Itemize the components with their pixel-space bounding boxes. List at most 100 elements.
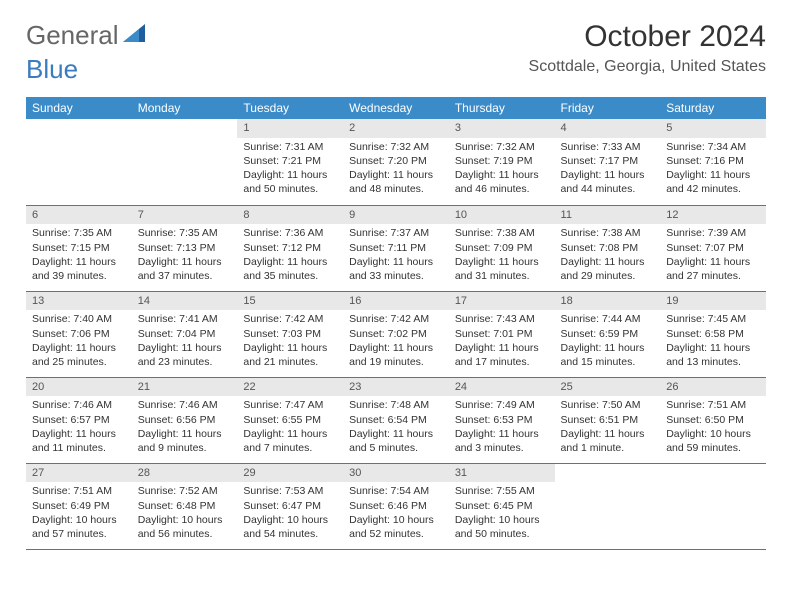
calendar-cell: 20Sunrise: 7:46 AMSunset: 6:57 PMDayligh… — [26, 377, 132, 463]
day-number: 2 — [343, 119, 449, 138]
day-number: 10 — [449, 206, 555, 225]
daylight-text: Daylight: 11 hours and 5 minutes. — [349, 427, 443, 455]
day-details: Sunrise: 7:51 AMSunset: 6:49 PMDaylight:… — [26, 482, 132, 545]
calendar-cell: 25Sunrise: 7:50 AMSunset: 6:51 PMDayligh… — [555, 377, 661, 463]
col-fri: Friday — [555, 97, 661, 119]
daylight-text: Daylight: 11 hours and 27 minutes. — [666, 255, 760, 283]
sunset-text: Sunset: 7:19 PM — [455, 154, 549, 168]
calendar-row: 20Sunrise: 7:46 AMSunset: 6:57 PMDayligh… — [26, 377, 766, 463]
daylight-text: Daylight: 11 hours and 3 minutes. — [455, 427, 549, 455]
calendar-cell: 10Sunrise: 7:38 AMSunset: 7:09 PMDayligh… — [449, 205, 555, 291]
calendar-table: Sunday Monday Tuesday Wednesday Thursday… — [26, 97, 766, 550]
day-details: Sunrise: 7:35 AMSunset: 7:13 PMDaylight:… — [132, 224, 238, 287]
daylight-text: Daylight: 11 hours and 48 minutes. — [349, 168, 443, 196]
sunrise-text: Sunrise: 7:55 AM — [455, 484, 549, 498]
daylight-text: Daylight: 11 hours and 23 minutes. — [138, 341, 232, 369]
day-details: Sunrise: 7:37 AMSunset: 7:11 PMDaylight:… — [343, 224, 449, 287]
calendar-cell: 29Sunrise: 7:53 AMSunset: 6:47 PMDayligh… — [237, 463, 343, 549]
sunrise-text: Sunrise: 7:31 AM — [243, 140, 337, 154]
calendar-cell: 6Sunrise: 7:35 AMSunset: 7:15 PMDaylight… — [26, 205, 132, 291]
logo-word1: General — [26, 20, 119, 51]
sunrise-text: Sunrise: 7:32 AM — [455, 140, 549, 154]
col-wed: Wednesday — [343, 97, 449, 119]
sunset-text: Sunset: 7:13 PM — [138, 241, 232, 255]
daylight-text: Daylight: 10 hours and 50 minutes. — [455, 513, 549, 541]
day-details: Sunrise: 7:44 AMSunset: 6:59 PMDaylight:… — [555, 310, 661, 373]
sunrise-text: Sunrise: 7:54 AM — [349, 484, 443, 498]
daylight-text: Daylight: 10 hours and 56 minutes. — [138, 513, 232, 541]
logo-triangle-icon — [123, 24, 145, 42]
calendar-cell: 22Sunrise: 7:47 AMSunset: 6:55 PMDayligh… — [237, 377, 343, 463]
sunset-text: Sunset: 6:53 PM — [455, 413, 549, 427]
day-number: 6 — [26, 206, 132, 225]
daylight-text: Daylight: 11 hours and 44 minutes. — [561, 168, 655, 196]
daylight-text: Daylight: 11 hours and 33 minutes. — [349, 255, 443, 283]
sunrise-text: Sunrise: 7:42 AM — [243, 312, 337, 326]
col-tue: Tuesday — [237, 97, 343, 119]
sunset-text: Sunset: 7:04 PM — [138, 327, 232, 341]
day-number: 20 — [26, 378, 132, 397]
sunrise-text: Sunrise: 7:37 AM — [349, 226, 443, 240]
sunset-text: Sunset: 6:51 PM — [561, 413, 655, 427]
day-details: Sunrise: 7:33 AMSunset: 7:17 PMDaylight:… — [555, 138, 661, 201]
col-sun: Sunday — [26, 97, 132, 119]
day-number: 30 — [343, 464, 449, 483]
day-details: Sunrise: 7:43 AMSunset: 7:01 PMDaylight:… — [449, 310, 555, 373]
calendar-cell: 19Sunrise: 7:45 AMSunset: 6:58 PMDayligh… — [660, 291, 766, 377]
sunset-text: Sunset: 7:16 PM — [666, 154, 760, 168]
day-number: 12 — [660, 206, 766, 225]
day-number: 9 — [343, 206, 449, 225]
day-details: Sunrise: 7:47 AMSunset: 6:55 PMDaylight:… — [237, 396, 343, 459]
calendar-cell: 21Sunrise: 7:46 AMSunset: 6:56 PMDayligh… — [132, 377, 238, 463]
calendar-cell: 16Sunrise: 7:42 AMSunset: 7:02 PMDayligh… — [343, 291, 449, 377]
sunrise-text: Sunrise: 7:51 AM — [32, 484, 126, 498]
sunset-text: Sunset: 7:02 PM — [349, 327, 443, 341]
calendar-cell: 9Sunrise: 7:37 AMSunset: 7:11 PMDaylight… — [343, 205, 449, 291]
daylight-text: Daylight: 11 hours and 42 minutes. — [666, 168, 760, 196]
sunrise-text: Sunrise: 7:52 AM — [138, 484, 232, 498]
sunset-text: Sunset: 7:09 PM — [455, 241, 549, 255]
sunrise-text: Sunrise: 7:36 AM — [243, 226, 337, 240]
calendar-cell: 18Sunrise: 7:44 AMSunset: 6:59 PMDayligh… — [555, 291, 661, 377]
calendar-row: 6Sunrise: 7:35 AMSunset: 7:15 PMDaylight… — [26, 205, 766, 291]
day-number: 18 — [555, 292, 661, 311]
day-details: Sunrise: 7:55 AMSunset: 6:45 PMDaylight:… — [449, 482, 555, 545]
sunrise-text: Sunrise: 7:48 AM — [349, 398, 443, 412]
month-title: October 2024 — [529, 20, 766, 54]
daylight-text: Daylight: 11 hours and 7 minutes. — [243, 427, 337, 455]
sunset-text: Sunset: 7:15 PM — [32, 241, 126, 255]
day-details: Sunrise: 7:46 AMSunset: 6:57 PMDaylight:… — [26, 396, 132, 459]
sunset-text: Sunset: 6:56 PM — [138, 413, 232, 427]
sunset-text: Sunset: 6:54 PM — [349, 413, 443, 427]
calendar-cell: 31Sunrise: 7:55 AMSunset: 6:45 PMDayligh… — [449, 463, 555, 549]
day-number: 23 — [343, 378, 449, 397]
sunrise-text: Sunrise: 7:39 AM — [666, 226, 760, 240]
daylight-text: Daylight: 11 hours and 46 minutes. — [455, 168, 549, 196]
day-number: 17 — [449, 292, 555, 311]
day-number: 3 — [449, 119, 555, 138]
day-number: 28 — [132, 464, 238, 483]
calendar-cell: 27Sunrise: 7:51 AMSunset: 6:49 PMDayligh… — [26, 463, 132, 549]
calendar-cell: 28Sunrise: 7:52 AMSunset: 6:48 PMDayligh… — [132, 463, 238, 549]
sunset-text: Sunset: 7:20 PM — [349, 154, 443, 168]
day-details: Sunrise: 7:50 AMSunset: 6:51 PMDaylight:… — [555, 396, 661, 459]
daylight-text: Daylight: 11 hours and 13 minutes. — [666, 341, 760, 369]
sunset-text: Sunset: 7:01 PM — [455, 327, 549, 341]
day-details: Sunrise: 7:49 AMSunset: 6:53 PMDaylight:… — [449, 396, 555, 459]
sunrise-text: Sunrise: 7:40 AM — [32, 312, 126, 326]
daylight-text: Daylight: 11 hours and 21 minutes. — [243, 341, 337, 369]
sunrise-text: Sunrise: 7:44 AM — [561, 312, 655, 326]
calendar-cell: 17Sunrise: 7:43 AMSunset: 7:01 PMDayligh… — [449, 291, 555, 377]
day-number: 16 — [343, 292, 449, 311]
calendar-cell: 24Sunrise: 7:49 AMSunset: 6:53 PMDayligh… — [449, 377, 555, 463]
day-details: Sunrise: 7:52 AMSunset: 6:48 PMDaylight:… — [132, 482, 238, 545]
sunrise-text: Sunrise: 7:43 AM — [455, 312, 549, 326]
calendar-cell: 3 Sunrise: 7:32 AMSunset: 7:19 PMDaylight… — [449, 119, 555, 205]
daylight-text: Daylight: 11 hours and 29 minutes. — [561, 255, 655, 283]
daylight-text: Daylight: 11 hours and 31 minutes. — [455, 255, 549, 283]
sunset-text: Sunset: 6:58 PM — [666, 327, 760, 341]
day-details: Sunrise: 7:42 AMSunset: 7:02 PMDaylight:… — [343, 310, 449, 373]
day-number: 29 — [237, 464, 343, 483]
daylight-text: Daylight: 11 hours and 25 minutes. — [32, 341, 126, 369]
day-details: Sunrise: 7:35 AMSunset: 7:15 PMDaylight:… — [26, 224, 132, 287]
